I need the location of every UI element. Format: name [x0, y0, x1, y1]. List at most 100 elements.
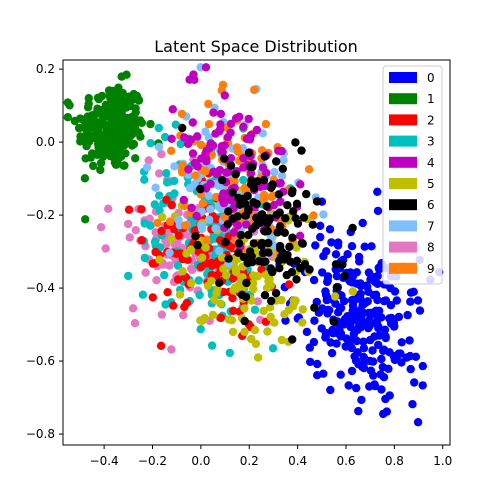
data-point: [134, 128, 143, 137]
data-point: [251, 221, 261, 230]
data-point: [171, 120, 180, 129]
data-point: [264, 238, 273, 248]
y-axis: 0.2 0.0 −0.2 −0.4 −0.6 −0.8: [26, 62, 63, 441]
data-point: [195, 290, 204, 300]
data-point: [280, 228, 289, 237]
data-point: [281, 214, 290, 223]
data-point: [196, 325, 205, 334]
data-point: [268, 344, 278, 353]
data-point: [267, 296, 276, 306]
data-point: [125, 130, 134, 139]
data-point: [125, 233, 134, 242]
data-point: [349, 329, 359, 339]
data-point: [244, 204, 253, 214]
data-point: [373, 187, 382, 196]
data-point: [304, 165, 314, 174]
data-point: [243, 191, 252, 201]
data-point: [181, 221, 190, 230]
data-point: [173, 261, 183, 270]
data-point: [262, 283, 272, 293]
data-point: [275, 264, 284, 273]
data-point: [229, 286, 238, 295]
data-point: [364, 268, 374, 277]
legend-swatch: [389, 156, 417, 168]
points-layer: [63, 63, 444, 427]
data-point: [348, 223, 357, 233]
data-point: [178, 123, 187, 133]
data-point: [352, 336, 361, 346]
data-point: [322, 247, 331, 256]
data-point: [394, 349, 403, 358]
data-point: [187, 265, 197, 275]
data-point: [360, 242, 369, 251]
data-point: [283, 201, 292, 210]
data-point: [162, 195, 171, 204]
data-point: [163, 178, 172, 187]
data-point: [220, 154, 229, 163]
data-point: [374, 340, 383, 350]
data-point: [124, 205, 134, 214]
data-point: [160, 270, 169, 280]
data-point: [218, 80, 228, 90]
data-point: [212, 169, 222, 179]
data-point: [96, 165, 105, 175]
data-point: [226, 154, 236, 163]
data-point: [81, 215, 90, 224]
data-point: [289, 296, 298, 305]
data-point: [170, 162, 179, 171]
data-point: [210, 295, 219, 305]
data-point: [228, 274, 238, 283]
data-point: [179, 195, 188, 205]
data-point: [253, 353, 263, 362]
data-point: [192, 211, 201, 221]
data-point: [298, 318, 307, 327]
data-point: [302, 189, 311, 199]
data-point: [117, 72, 126, 81]
series-0-points: [275, 187, 444, 427]
data-point: [93, 150, 102, 159]
data-point: [146, 139, 155, 148]
data-point: [348, 278, 357, 287]
data-point: [241, 292, 251, 302]
data-point: [336, 303, 346, 313]
data-point: [277, 335, 286, 345]
data-point: [221, 238, 230, 247]
data-point: [330, 292, 340, 301]
data-point: [181, 273, 191, 283]
data-point: [377, 354, 386, 364]
data-point: [204, 215, 214, 224]
data-point: [136, 116, 145, 125]
legend-swatch: [389, 262, 417, 274]
data-point: [201, 149, 210, 158]
data-point: [153, 218, 162, 228]
data-point: [316, 232, 325, 242]
x-tick-label: 0.2: [240, 454, 259, 468]
data-point: [288, 335, 297, 344]
data-point: [264, 277, 273, 286]
legend-swatch: [389, 114, 417, 126]
data-point: [175, 290, 185, 299]
data-point: [170, 176, 179, 186]
data-point: [244, 230, 253, 240]
data-point: [292, 256, 302, 265]
data-point: [180, 133, 189, 142]
data-point: [371, 290, 381, 299]
data-point: [266, 312, 275, 322]
data-point: [94, 94, 104, 104]
legend-swatch: [389, 199, 417, 211]
data-point: [289, 207, 298, 216]
data-point: [357, 395, 366, 405]
data-point: [271, 289, 281, 298]
data-point: [231, 170, 240, 179]
data-point: [208, 310, 218, 320]
data-point: [158, 212, 167, 222]
legend-label: 8: [427, 241, 435, 255]
data-point: [284, 280, 294, 289]
data-point: [196, 262, 206, 272]
data-point: [279, 156, 288, 165]
data-point: [144, 156, 153, 165]
chart-title: Latent Space Distribution: [154, 37, 358, 56]
data-point: [296, 180, 305, 189]
data-point: [184, 165, 193, 174]
data-point: [228, 188, 237, 197]
